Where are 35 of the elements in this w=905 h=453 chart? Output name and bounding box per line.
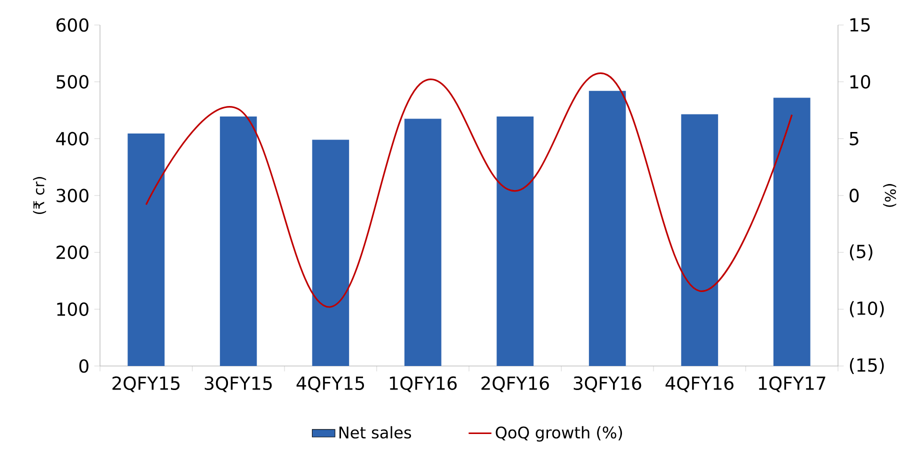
x-tick-label: 4QFY15 xyxy=(296,376,364,392)
y2-tick-label: 15 xyxy=(850,18,870,32)
y-tick-label: 600 xyxy=(56,18,88,32)
x-tick-label: 2QFY16 xyxy=(482,376,549,392)
x-tick-label: 2QFY15 xyxy=(112,376,180,392)
y-tick-label: 300 xyxy=(56,188,88,202)
x-tick-label: 3QFY15 xyxy=(204,376,272,392)
y2-tick-label: 5 xyxy=(850,132,858,146)
y-tick-label: 400 xyxy=(56,132,88,146)
y2-tick-label: 10 xyxy=(850,75,870,89)
bar xyxy=(128,134,165,366)
x-tick-label: 1QFY17 xyxy=(758,376,826,392)
y-tick-label: 100 xyxy=(57,302,88,316)
y2-axis-title: (%) xyxy=(883,184,896,207)
bar xyxy=(220,116,257,366)
bar xyxy=(588,90,626,366)
bar xyxy=(312,140,350,366)
x-tick-label: 3QFY16 xyxy=(574,376,642,392)
line-series xyxy=(145,74,793,308)
x-tick-label: 4QFY16 xyxy=(666,376,734,392)
x-tick-label: 1QFY16 xyxy=(390,376,457,392)
y-tick-label: 200 xyxy=(56,246,88,260)
bar xyxy=(404,118,442,366)
y2-tick-label: 0 xyxy=(850,188,859,202)
y-axis-title: (₹ cr) xyxy=(33,177,46,214)
y2-tick-label: (5) xyxy=(850,244,872,260)
legend-label: Net sales xyxy=(339,426,412,439)
bar xyxy=(496,116,534,366)
y2-tick-label: (15) xyxy=(850,358,884,374)
legend-label: QoQ growth (%) xyxy=(496,426,622,442)
bar xyxy=(681,114,718,366)
bar xyxy=(773,98,810,366)
y2-tick-label: (10) xyxy=(850,301,884,318)
y-tick-label: 500 xyxy=(56,75,88,89)
y-tick-label: 0 xyxy=(79,359,88,373)
